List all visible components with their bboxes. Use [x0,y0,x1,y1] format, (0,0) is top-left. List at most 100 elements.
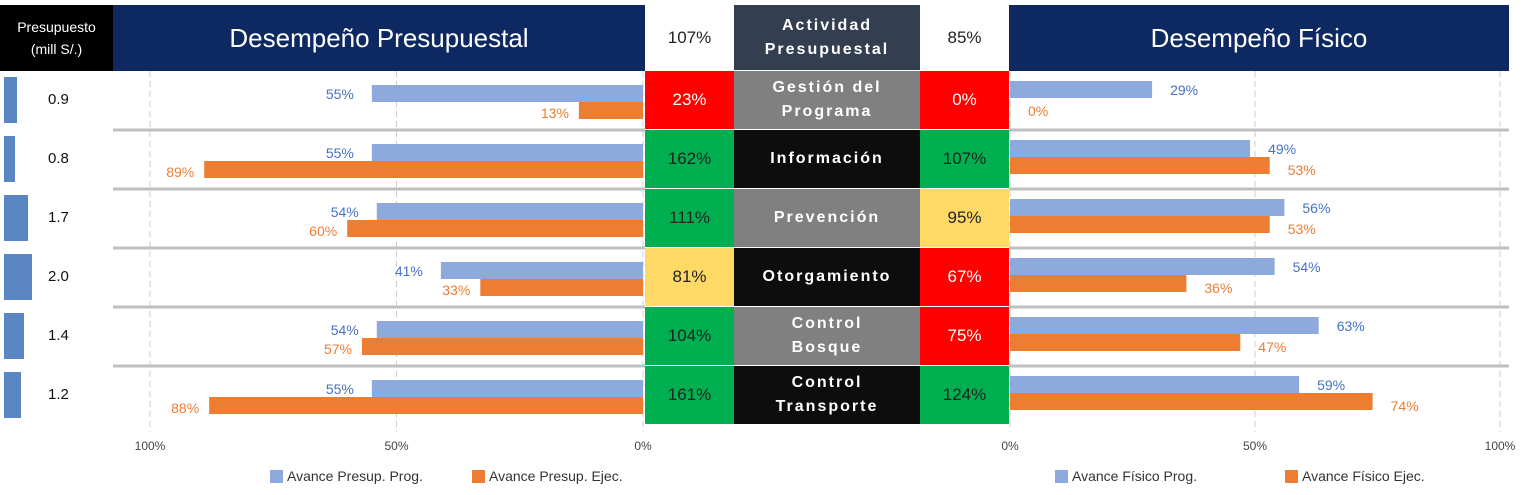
fisico-ejec-label: 74% [1391,398,1419,414]
fisico-prog-bar [1010,317,1319,334]
physical-performance-pct: 95% [920,189,1009,248]
activity-name-line2: Transporte [775,398,879,415]
header-left-pct: 107% [645,5,734,71]
legend-label: Avance Físico Ejec. [1302,468,1425,484]
budget-bar [4,136,15,182]
presup-prog-bar [440,262,643,279]
presup-prog-label: 54% [331,322,359,338]
fisico-prog-label: 63% [1337,318,1365,334]
fisico-prog-label: 54% [1293,259,1321,275]
presup-prog-bar [376,203,643,220]
activity-header-line2: Presupuestal [764,40,890,58]
legend-swatch-orange [472,469,485,483]
activity-name-line1: Otorgamiento [762,268,892,285]
budget-bar [4,254,32,300]
legend-swatch-blue [270,469,283,483]
budget-performance-pct: 162% [645,130,734,189]
legend-fisico-prog: Avance Físico Prog. [1055,468,1197,484]
presup-prog-bar [371,85,643,102]
x-tick-label: 50% [1243,439,1267,453]
fisico-ejec-bar [1010,393,1373,410]
fisico-ejec-bar [1010,157,1270,174]
budget-header-line2: (mill S/.) [30,41,83,57]
activity-header-line1: Actividad [781,16,872,34]
fisico-ejec-bar [1010,334,1241,351]
left-chart-title: Desempeño Presupuestal [113,5,645,71]
fisico-prog-bar [1010,140,1251,157]
x-tick-label: 100% [1485,439,1516,453]
legend-label: Avance Presup. Ejec. [489,468,623,484]
fisico-prog-bar [1010,81,1153,98]
activity-name-line2: Bosque [791,339,863,356]
budget-value: 1.7 [48,209,69,226]
legend-swatch-orange [1285,469,1298,483]
presup-ejec-bar [578,102,643,119]
x-tick-label: 100% [135,439,166,453]
budget-performance-pct: 111% [645,189,734,248]
physical-performance-pct: 124% [920,366,1009,425]
fisico-ejec-label: 47% [1258,339,1286,355]
x-tick-label: 0% [634,439,652,453]
activity-name-line1: Prevención [773,209,881,226]
presup-ejec-label: 33% [442,282,470,298]
activity-name-line1: Control [791,374,863,391]
fisico-prog-label: 59% [1317,377,1345,393]
presup-prog-label: 55% [326,381,354,397]
budget-header: Presupuesto (mill S/.) [0,5,113,71]
activity-name-line2: Programa [781,103,873,120]
activity-name-line1: Gestión del [772,79,882,96]
presup-ejec-bar [209,397,643,414]
right-chart-title: Desempeño Físico [1009,5,1509,71]
budget-performance-pct: 104% [645,307,734,366]
fisico-prog-label: 56% [1302,200,1330,216]
budget-bar [4,195,28,241]
presup-prog-label: 55% [326,145,354,161]
presup-prog-label: 41% [395,263,423,279]
fisico-ejec-label: 53% [1288,162,1316,178]
activity-name: Control Bosque [734,307,920,366]
budget-performance-pct: 161% [645,366,734,425]
legend-presup-prog: Avance Presup. Prog. [270,468,423,484]
activity-header: Actividad Presupuestal [734,5,920,71]
legend-label: Avance Físico Prog. [1072,468,1198,484]
fisico-ejec-bar [1010,275,1187,292]
activity-name: Información [734,130,920,189]
presup-ejec-label: 13% [541,105,569,121]
budget-performance-pct: 23% [645,71,734,130]
presup-prog-bar [371,144,643,161]
presup-ejec-bar [204,161,644,178]
budget-performance-pct: 81% [645,248,734,307]
activity-name: Control Transporte [734,366,920,425]
budget-value: 0.8 [48,150,69,167]
legend-fisico-ejec: Avance Físico Ejec. [1285,468,1425,484]
x-tick-label: 50% [384,439,408,453]
x-tick-label: 0% [1001,439,1019,453]
activity-name: Gestión del Programa [734,71,920,130]
activity-name-line1: Control [791,315,863,332]
fisico-prog-label: 29% [1170,82,1198,98]
fisico-prog-label: 49% [1268,141,1296,157]
activity-name: Otorgamiento [734,248,920,307]
fisico-prog-bar [1010,258,1275,275]
activity-name: Prevención [734,189,920,248]
presup-prog-bar [371,380,643,397]
legend-presup-ejec: Avance Presup. Ejec. [472,468,623,484]
header-right-pct: 85% [920,5,1009,71]
fisico-prog-bar [1010,199,1285,216]
budget-value: 2.0 [48,268,69,285]
budget-value: 0.9 [48,91,69,108]
legend-label: Avance Presup. Prog. [287,468,423,484]
budget-value: 1.4 [48,327,69,344]
physical-performance-pct: 0% [920,71,1009,130]
budget-header-line1: Presupuesto [17,19,96,35]
physical-performance-pct: 107% [920,130,1009,189]
presup-ejec-label: 60% [309,223,337,239]
physical-performance-pct: 67% [920,248,1009,307]
fisico-ejec-label: 53% [1288,221,1316,237]
fisico-prog-bar [1010,376,1300,393]
budget-value: 1.2 [48,386,69,403]
presup-ejec-label: 57% [324,341,352,357]
legend-swatch-blue [1055,469,1068,483]
presup-prog-label: 55% [326,86,354,102]
